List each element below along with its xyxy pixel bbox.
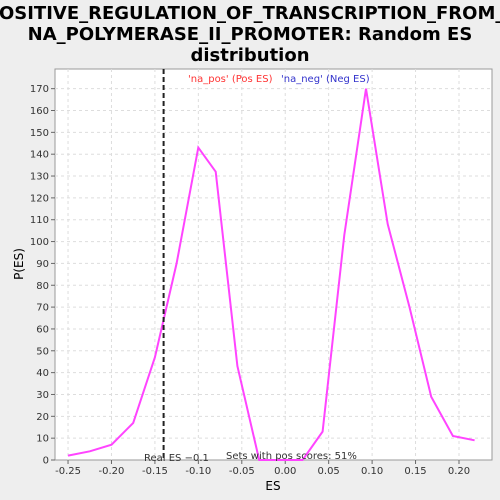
y-tick-label: 30: [36, 390, 49, 401]
y-tick-label: 20: [36, 412, 49, 423]
chart-title-line-2: NA_POLYMERASE_II_PROMOTER: Random ES: [28, 24, 473, 45]
y-tick-label: 150: [30, 128, 49, 139]
x-tick-label: 0.20: [448, 466, 470, 477]
x-tick-label: -0.10: [185, 466, 211, 477]
y-tick-label: 40: [36, 368, 49, 379]
chart-title-line-1: POSITIVE_REGULATION_OF_TRANSCRIPTION_FRO…: [0, 3, 500, 24]
series-line: [67, 88, 475, 461]
x-tick-label: 0.00: [274, 466, 296, 477]
x-axis-label: ES: [265, 479, 280, 493]
y-tick-label: 110: [30, 215, 49, 226]
y-tick-label: 120: [30, 193, 49, 204]
plot-area: [54, 68, 493, 461]
pos-scores-annotation: Sets with pos scores: 51%: [226, 451, 357, 462]
x-tick-label: 0.10: [361, 466, 383, 477]
y-tick-label: 160: [30, 106, 49, 117]
y-tick-label: 70: [36, 303, 49, 314]
y-tick-label: 170: [30, 84, 49, 95]
y-tick-label: 130: [30, 172, 49, 183]
y-tick-label: 0: [43, 456, 49, 467]
y-tick-label: 140: [30, 150, 49, 161]
x-tick-label: -0.15: [142, 466, 168, 477]
real-es-annotation: Real ES −0.1: [144, 453, 209, 464]
x-tick-label: -0.20: [99, 466, 125, 477]
y-tick-label: 80: [36, 281, 49, 292]
y-axis-ticks: 0 10 20 30 40 50 60 70 80 90 100 110 120 130 140 150 160…: [30, 84, 55, 467]
x-axis-ticks: -0.25 -0.20 -0.15 -0.10 -0.05 0.00 0.05 0.10 0.1…: [55, 460, 470, 477]
chart-title-line-3: distribution: [190, 45, 309, 66]
y-tick-label: 90: [36, 259, 49, 270]
y-tick-label: 60: [36, 324, 49, 335]
y-tick-label: 50: [36, 346, 49, 357]
y-tick-label: 10: [36, 434, 49, 445]
y-tick-label: 100: [30, 237, 49, 248]
x-tick-label: -0.05: [229, 466, 255, 477]
x-tick-label: 0.05: [318, 466, 340, 477]
x-tick-label: 0.15: [404, 466, 426, 477]
y-axis-label: P(ES): [12, 248, 26, 280]
legend-pos-es: 'na_pos' (Pos ES): [188, 74, 273, 85]
grid-lines: [55, 69, 492, 460]
x-tick-label: -0.25: [55, 466, 81, 477]
legend-neg-es: 'na_neg' (Neg ES): [281, 74, 370, 85]
